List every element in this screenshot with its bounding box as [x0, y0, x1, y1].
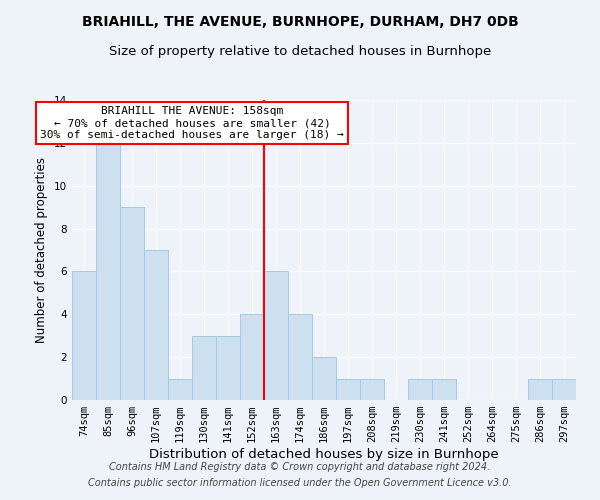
Text: BRIAHILL THE AVENUE: 158sqm
← 70% of detached houses are smaller (42)
30% of sem: BRIAHILL THE AVENUE: 158sqm ← 70% of det… — [40, 106, 344, 140]
Bar — [552, 378, 576, 400]
Text: Contains HM Land Registry data © Crown copyright and database right 2024.: Contains HM Land Registry data © Crown c… — [109, 462, 491, 472]
Bar — [216, 336, 240, 400]
Bar — [432, 378, 456, 400]
Text: BRIAHILL, THE AVENUE, BURNHOPE, DURHAM, DH7 0DB: BRIAHILL, THE AVENUE, BURNHOPE, DURHAM, … — [82, 15, 518, 29]
Bar — [288, 314, 312, 400]
Bar — [408, 378, 432, 400]
Bar — [528, 378, 552, 400]
Bar — [120, 207, 144, 400]
Bar — [240, 314, 264, 400]
Bar — [312, 357, 336, 400]
X-axis label: Distribution of detached houses by size in Burnhope: Distribution of detached houses by size … — [149, 448, 499, 461]
Bar — [192, 336, 216, 400]
Y-axis label: Number of detached properties: Number of detached properties — [35, 157, 49, 343]
Text: Size of property relative to detached houses in Burnhope: Size of property relative to detached ho… — [109, 45, 491, 58]
Bar — [168, 378, 192, 400]
Bar — [264, 272, 288, 400]
Bar — [72, 272, 96, 400]
Text: Contains public sector information licensed under the Open Government Licence v3: Contains public sector information licen… — [88, 478, 512, 488]
Bar — [360, 378, 384, 400]
Bar — [144, 250, 168, 400]
Bar — [336, 378, 360, 400]
Bar — [96, 143, 120, 400]
